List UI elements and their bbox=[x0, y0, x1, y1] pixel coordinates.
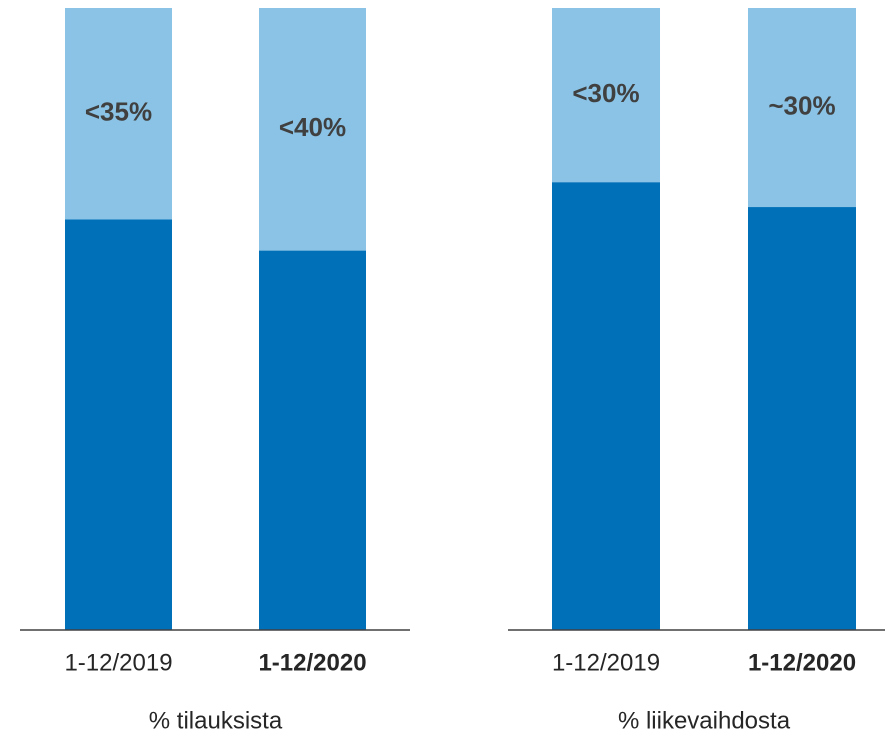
bar-segment bbox=[259, 250, 366, 630]
x-axis-label: % tilauksista bbox=[149, 707, 283, 734]
bar-segment bbox=[748, 207, 856, 631]
x-tick-label: 1-12/2019 bbox=[552, 649, 660, 676]
bar-segment bbox=[552, 8, 660, 183]
data-label: ~30% bbox=[768, 90, 835, 120]
x-tick-label: 1-12/2019 bbox=[64, 649, 172, 676]
bar-segment bbox=[748, 8, 856, 208]
x-axis-label: % liikevaihdosta bbox=[618, 707, 791, 734]
bar-segment bbox=[65, 8, 172, 220]
x-tick-label: 1-12/2020 bbox=[748, 649, 856, 676]
x-tick-label: 1-12/2020 bbox=[258, 649, 366, 676]
data-label: <40% bbox=[279, 112, 346, 142]
data-label: <35% bbox=[85, 97, 152, 127]
bar-segment bbox=[552, 182, 660, 630]
bar-segment bbox=[259, 8, 366, 251]
data-label: <30% bbox=[572, 78, 639, 108]
bar-segment bbox=[65, 219, 172, 631]
